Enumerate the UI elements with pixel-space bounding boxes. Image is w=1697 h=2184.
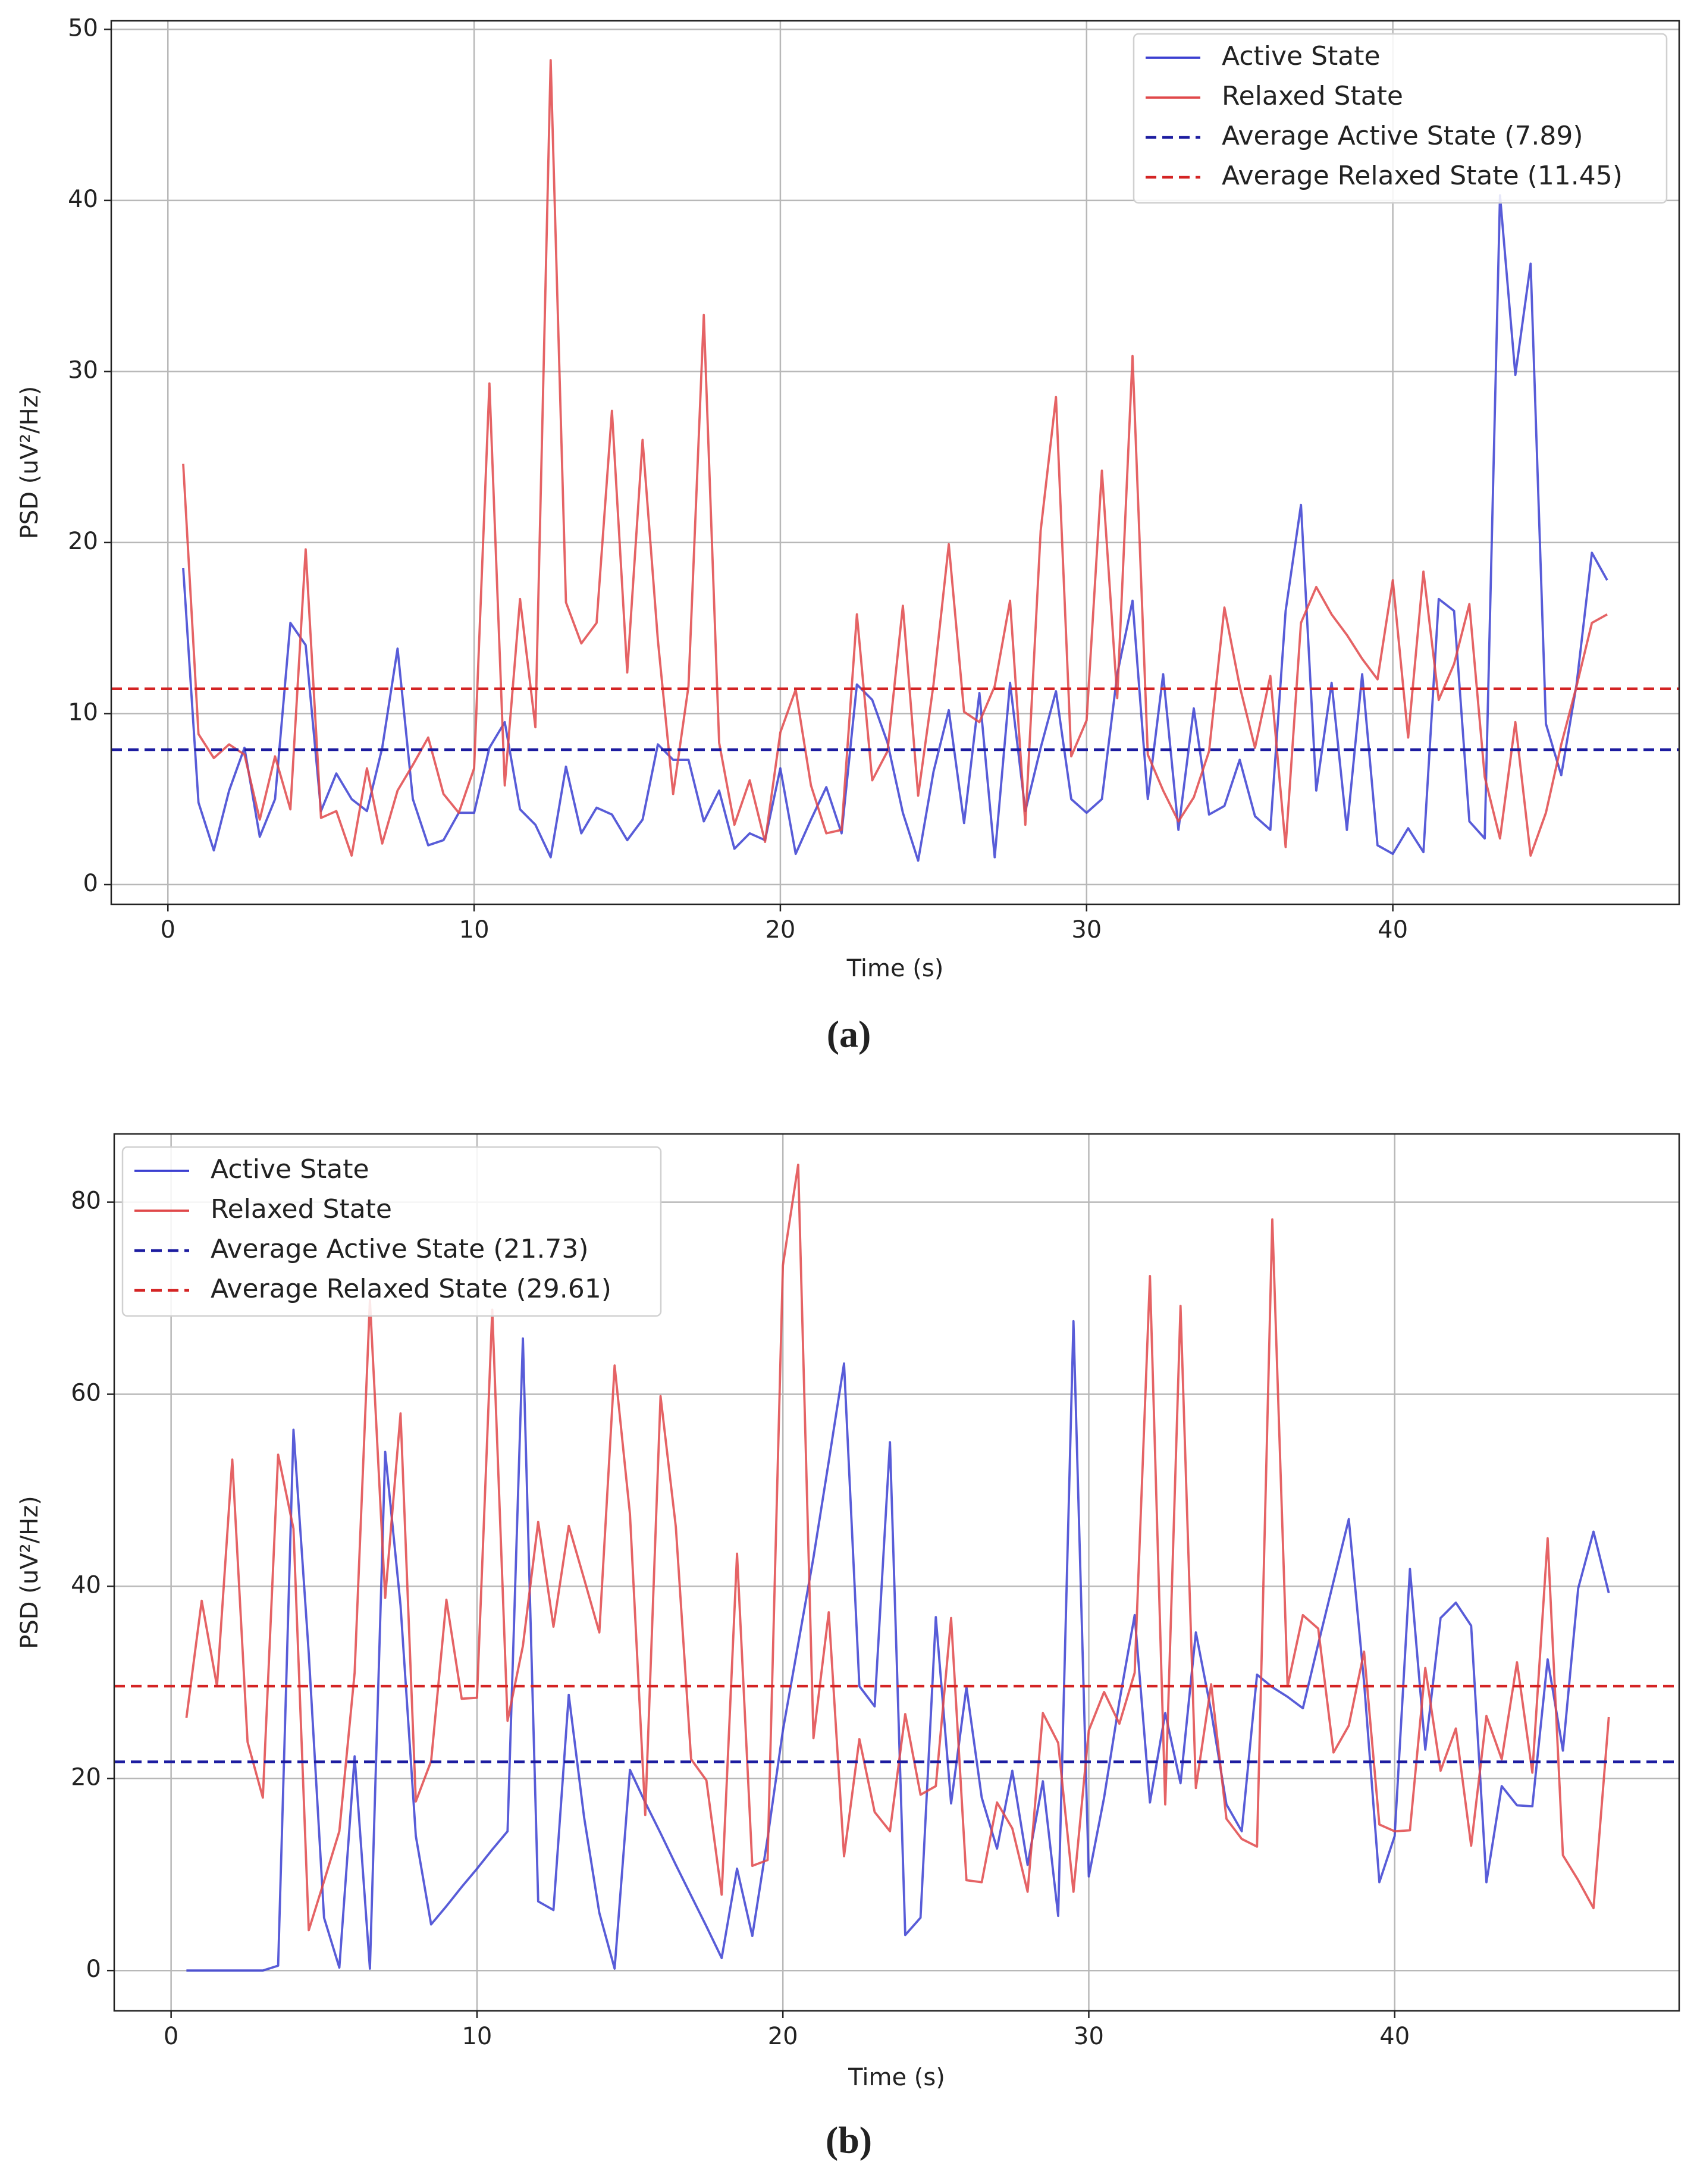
x-tick-label: 0 [164, 2023, 178, 2050]
plot-frame [110, 20, 1680, 905]
x-tick-label: 20 [768, 2023, 798, 2050]
legend-label: Relaxed State [1222, 81, 1403, 111]
x-tick-label: 30 [1074, 2023, 1104, 2050]
data-line [182, 59, 1608, 857]
x-tick-label: 20 [765, 916, 795, 944]
y-tick-label: 30 [68, 356, 98, 384]
x-tick-label: 40 [1378, 916, 1408, 944]
y-tick-label: 50 [68, 14, 98, 42]
y-tick-label: 40 [68, 186, 98, 213]
y-tick-label: 20 [68, 528, 98, 555]
legend-box [1133, 33, 1668, 204]
y-tick-label: 60 [71, 1380, 101, 1407]
legend-box [121, 1146, 662, 1317]
x-tick-label: 30 [1071, 916, 1102, 944]
y-tick-label: 0 [86, 1956, 101, 1983]
legend-label: Average Active State (21.73) [211, 1234, 589, 1264]
legend-label: Average Active State (7.89) [1222, 121, 1583, 151]
data-line [186, 1320, 1610, 1972]
y-axis-label: PSD (uV²/Hz) [16, 386, 43, 540]
x-axis-label: Time (s) [848, 2064, 945, 2091]
plot-frame [113, 1133, 1680, 2012]
legend-label: Average Relaxed State (11.45) [1222, 161, 1623, 191]
x-tick-label: 10 [459, 916, 490, 944]
legend-label: Active State [211, 1154, 369, 1185]
x-axis-label: Time (s) [846, 955, 944, 982]
x-tick-label: 40 [1379, 2023, 1410, 2050]
x-tick-label: 0 [161, 916, 175, 944]
caption: (b) [826, 2119, 872, 2161]
y-tick-label: 10 [68, 698, 98, 726]
caption: (a) [827, 1013, 871, 1055]
legend: Active State Relaxed State Average Active … [1133, 33, 1668, 204]
legend-label: Active State [1222, 41, 1381, 71]
y-tick-label: 40 [71, 1571, 101, 1599]
data-line [182, 194, 1608, 862]
y-tick-label: 0 [83, 870, 98, 897]
legend-label: Average Relaxed State (29.61) [211, 1274, 611, 1304]
y-axis-label: PSD (uV²/Hz) [16, 1496, 43, 1649]
legend-label: Relaxed State [211, 1194, 392, 1224]
x-tick-label: 10 [462, 2023, 492, 2050]
y-tick-label: 20 [71, 1763, 101, 1791]
y-tick-label: 80 [71, 1187, 101, 1215]
data-line [185, 1163, 1610, 1932]
legend: Active State Relaxed State Average Active … [121, 1146, 662, 1317]
